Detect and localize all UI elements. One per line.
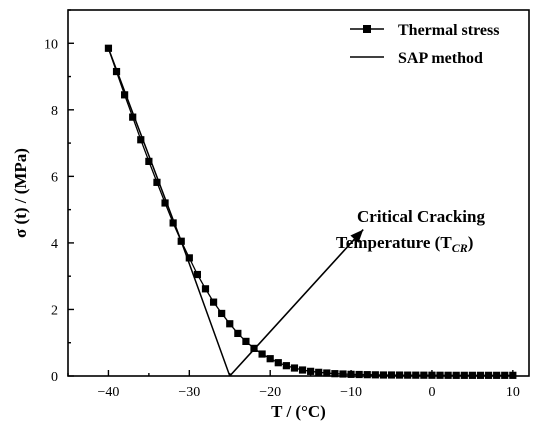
data-point (153, 178, 161, 186)
data-point (404, 371, 412, 379)
annotation-close: ) (468, 233, 474, 252)
legend-label-2: SAP method (398, 50, 483, 67)
x-tick-label: 10 (506, 385, 520, 400)
data-point (509, 371, 517, 379)
legend-label-1: Thermal stress (398, 22, 499, 39)
data-point (420, 371, 428, 379)
annotation-text-main: Temperature (T (336, 233, 452, 252)
data-point (395, 371, 404, 379)
series-layer (104, 44, 517, 379)
data-point (484, 371, 493, 379)
data-point (347, 370, 355, 378)
data-point (266, 355, 274, 363)
data-point (412, 371, 420, 379)
data-point (145, 157, 153, 165)
data-point (428, 371, 436, 379)
x-tick-label: 0 (428, 385, 435, 400)
data-point (298, 366, 307, 374)
legend: Thermal stress SAP method (350, 22, 499, 67)
data-point (274, 359, 282, 367)
y-tick-label: 10 (44, 37, 58, 52)
data-point (121, 91, 129, 99)
x-axis-title: T / (°C) (271, 402, 326, 421)
x-tick-label: −20 (259, 385, 281, 400)
y-tick-label: 4 (51, 237, 58, 252)
data-point (387, 371, 396, 379)
data-point (436, 371, 444, 379)
data-point (476, 371, 485, 379)
data-point (193, 270, 202, 279)
data-point (226, 320, 234, 328)
data-point (209, 298, 218, 306)
data-point (242, 337, 250, 345)
data-point (339, 370, 347, 378)
series-line-2 (107, 48, 231, 377)
annotation-subscript: CR (452, 241, 468, 255)
y-axis-title: σ (t) / (MPa) (11, 148, 30, 238)
annotation-layer: Critical Cracking Temperature (TCR) (229, 207, 485, 377)
plot-frame (67, 9, 530, 377)
data-point (444, 371, 452, 379)
annotation-arrow-line (229, 229, 364, 377)
data-point (258, 350, 266, 358)
data-point (363, 371, 371, 379)
legend-swatch-marker (363, 25, 371, 33)
data-point (371, 371, 379, 379)
data-point (452, 371, 460, 379)
x-tick-label: −40 (97, 385, 119, 400)
data-point (129, 113, 137, 121)
data-point (379, 371, 388, 379)
data-point (201, 285, 210, 293)
data-point (161, 199, 169, 207)
annotation-text-line1: Critical Cracking (357, 207, 485, 226)
data-point (218, 309, 226, 318)
data-point (185, 254, 193, 262)
data-point (234, 329, 242, 338)
x-tick-label: −30 (178, 385, 200, 400)
annotation-text-line2: Temperature (TCR) (336, 233, 473, 255)
data-point (307, 367, 315, 375)
data-point (323, 369, 331, 377)
data-point (282, 362, 290, 370)
data-point (468, 371, 476, 379)
data-point (290, 364, 299, 372)
y-tick-label: 2 (51, 303, 58, 318)
data-point (355, 370, 363, 379)
y-tick-label: 6 (51, 170, 58, 185)
data-point (460, 371, 468, 379)
annotation-arrow-head (350, 229, 364, 243)
data-point (315, 368, 323, 376)
data-point (104, 44, 113, 52)
y-tick-label: 8 (51, 104, 58, 119)
axis-titles: T / (°C) σ (t) / (MPa) (11, 148, 326, 421)
data-point (501, 371, 509, 379)
x-tick-label: −10 (340, 385, 362, 400)
data-point (137, 136, 145, 144)
y-tick-label: 0 (51, 370, 58, 385)
data-point (331, 370, 339, 378)
data-point (169, 219, 177, 227)
data-point (493, 371, 501, 379)
